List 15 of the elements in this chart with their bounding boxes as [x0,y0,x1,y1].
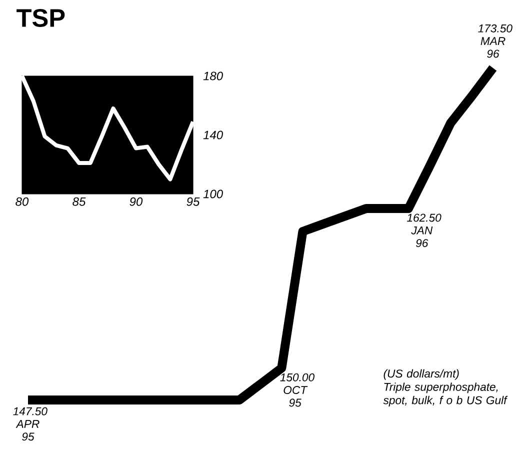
data-label: 150.00 OCT 95 [280,373,314,407]
x-tick-label: 95 [186,197,200,206]
chart-title: TSP [16,9,65,27]
annotation: (US dollars/mt) [384,369,459,380]
x-tick-label: 85 [72,197,86,206]
data-label: 173.50 MAR 96 [478,24,512,58]
x-tick-label: 90 [130,197,143,206]
x-tick-label: 80 [16,197,29,206]
data-label: 147.50 APR 95 [13,407,48,441]
y-tick-label: 100 [203,190,223,198]
data-label: 162.50 JAN 96 [407,214,442,248]
y-tick-label: 180 [203,72,223,80]
y-tick-label: 140 [203,130,223,140]
annotation: Triple superphosphate, spot, bulk, f o b US Gulf [383,382,508,406]
line-series [20,74,196,182]
